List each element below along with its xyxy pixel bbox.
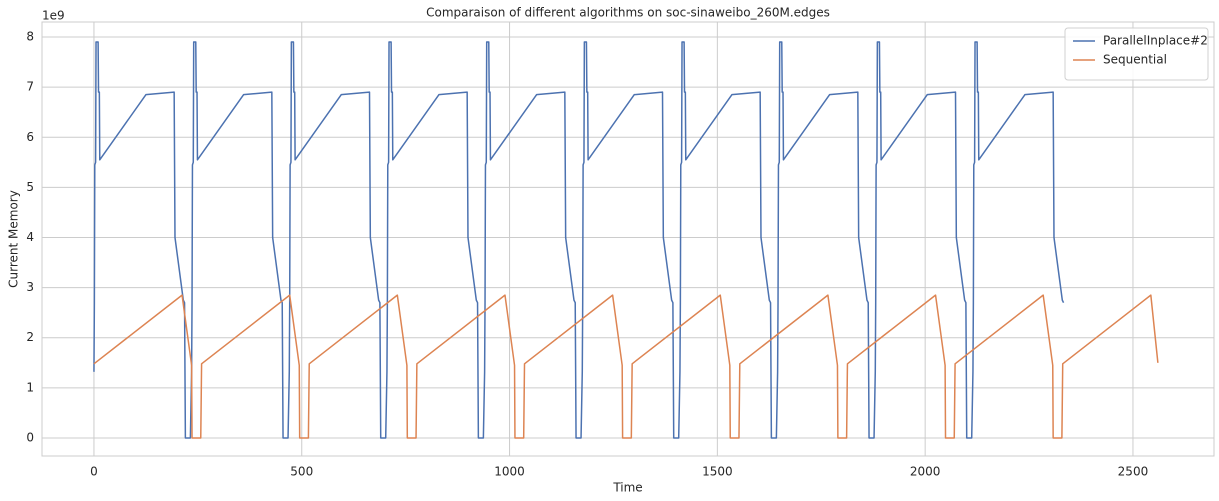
x-tick-label: 1000	[494, 465, 525, 479]
x-tick-label: 1500	[702, 465, 733, 479]
x-tick-label: 500	[290, 465, 313, 479]
legend-label: ParallelInplace#2	[1103, 34, 1208, 48]
y-tick-label: 6	[26, 130, 34, 144]
series-line	[93, 41, 1065, 439]
legend-label: Sequential	[1103, 53, 1167, 67]
y-tick-label: 8	[26, 30, 34, 44]
y-tick-label: 1	[26, 380, 34, 394]
x-tick-label: 2500	[1118, 465, 1149, 479]
y-tick-label: 5	[26, 180, 34, 194]
plot-frame	[41, 21, 1215, 457]
x-axis-label: Time	[612, 481, 642, 495]
y-tick-label: 4	[26, 230, 34, 244]
x-tick-label: 2000	[910, 465, 941, 479]
series-line	[93, 294, 1159, 439]
y-tick-label: 2	[26, 330, 34, 344]
x-tick-label: 0	[90, 465, 98, 479]
chart-title: Comparaison of different algorithms on s…	[426, 6, 830, 20]
legend-box	[1064, 27, 1209, 81]
y-tick-label: 7	[26, 80, 34, 94]
y-tick-label: 0	[26, 430, 34, 444]
y-tick-label: 3	[26, 280, 34, 294]
y-axis-label: Current Memory	[7, 190, 21, 288]
y-offset-label: 1e9	[42, 9, 65, 23]
